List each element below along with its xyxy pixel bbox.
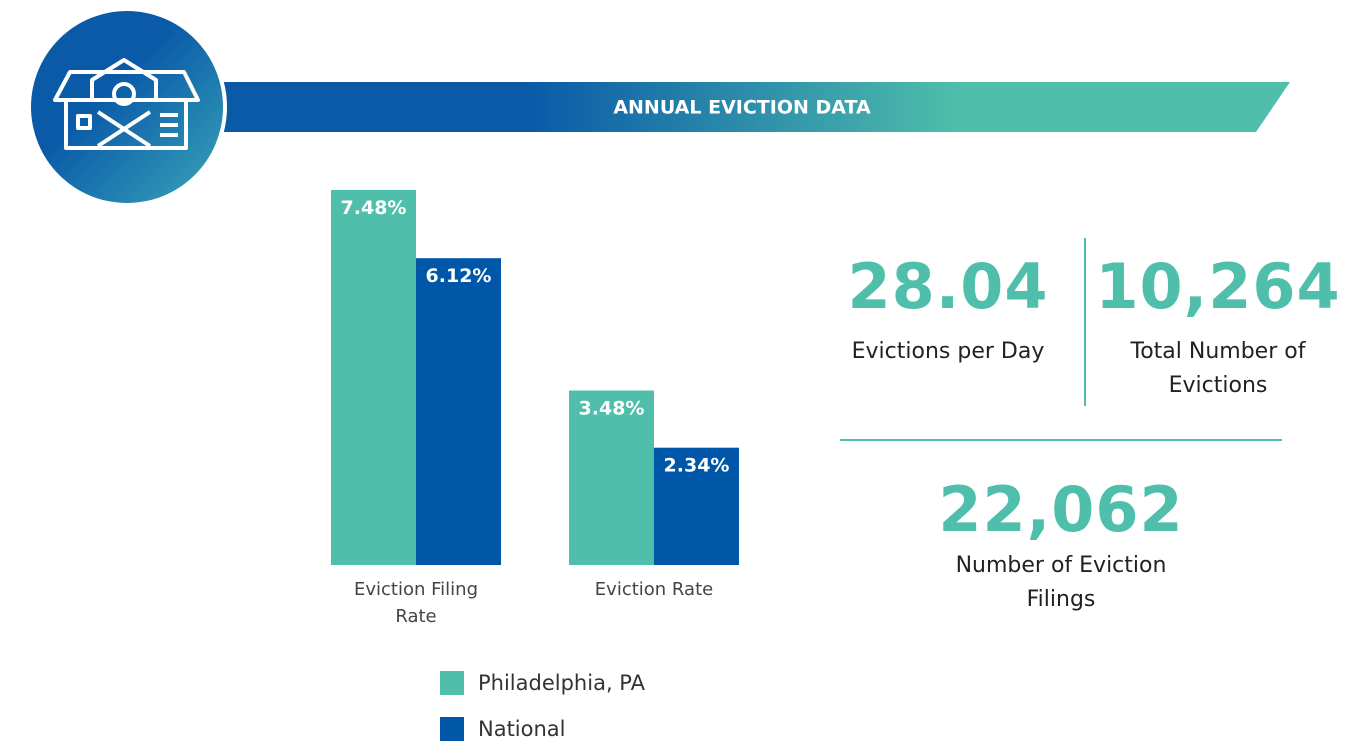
legend-label: Philadelphia, PA (478, 671, 646, 695)
stat-value: 22,062 (938, 473, 1184, 546)
value-label: 3.48% (579, 398, 645, 420)
value-label: 2.34% (664, 455, 730, 477)
value-label: 6.12% (426, 265, 492, 287)
legend-swatch (440, 671, 464, 695)
stat-label: Total Number of Evictions (1130, 339, 1306, 398)
chart-title: ANNUAL EVICTION DATA (613, 97, 871, 119)
x-tick-label: Eviction Rate (594, 579, 714, 600)
bar (569, 390, 654, 565)
stat-label: Number of Eviction Filings (955, 553, 1167, 612)
stat-value: 10,264 (1095, 250, 1341, 323)
stat-label: Evictions per Day (851, 339, 1045, 364)
bar (654, 447, 739, 565)
icon-circle (31, 11, 223, 203)
x-tick-label: Eviction Filing Rate (353, 579, 478, 627)
stat-value: 28.04 (847, 250, 1049, 323)
legend-swatch (440, 717, 464, 741)
bar (416, 258, 501, 565)
value-label: 7.48% (341, 197, 407, 219)
house-icon (53, 58, 200, 150)
legend-label: National (478, 717, 566, 741)
bar (331, 190, 416, 565)
title-banner (200, 82, 1290, 132)
